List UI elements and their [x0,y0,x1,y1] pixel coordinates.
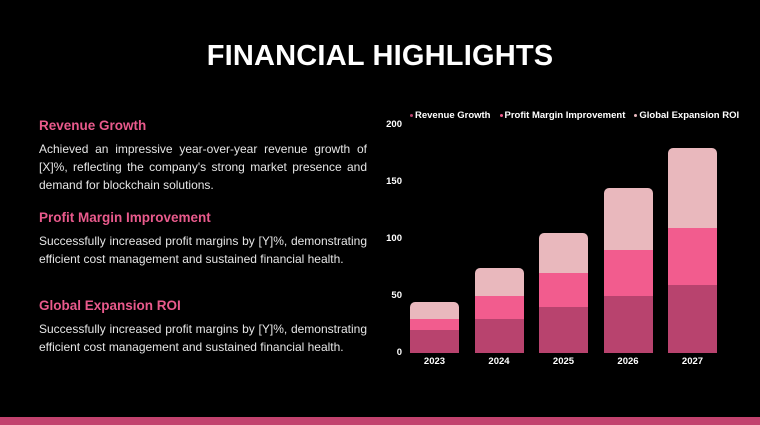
bar-segment [474,296,524,319]
bar-segment [410,301,459,319]
section-heading: Global Expansion ROI [39,298,181,313]
bar-segment [539,233,588,274]
legend-dot-icon [410,114,413,117]
bar-segment [603,187,653,251]
x-axis-tick: 2024 [488,356,510,367]
legend-label: Revenue Growth [415,110,491,121]
section-body: Achieved an impressive year-over-year re… [39,142,367,192]
bar-segment [474,267,524,297]
legend-label: Profit Margin Improvement [504,110,626,121]
bar-segment [539,307,588,353]
bar-segment [603,295,653,353]
bar-segment [410,330,459,353]
x-axis-tick: 2023 [423,356,446,367]
bar-segment [410,318,459,331]
legend-dot-icon [634,114,638,117]
section-body: Successfully increased profit margins by… [39,234,367,266]
bar-segment [603,250,653,296]
x-axis-tick: 2026 [617,356,639,367]
bar-2025 [539,233,588,353]
section-body: Successfully increased profit margins by… [39,322,367,354]
bar-2027 [668,147,717,353]
legend-item: Profit Margin Improvement [499,110,626,121]
bar-segment [668,284,717,353]
section-profit-margin: Profit Margin Improvement Successfully i… [39,210,367,268]
y-axis-tick: 200 [386,119,402,130]
section-revenue-growth: Revenue Growth Achieved an impressive ye… [39,118,367,194]
bar-segment [668,147,717,228]
y-axis-tick: 100 [386,233,402,244]
legend-label: Global Expansion ROI [639,110,740,121]
bar-segment [668,227,717,285]
bar-2023 [410,301,459,353]
section-global-expansion: Global Expansion ROI Successfully increa… [39,298,367,356]
bar-segment [474,318,524,353]
y-axis-tick: 150 [386,176,402,187]
legend-item: Revenue Growth [410,110,491,121]
y-axis-tick: 50 [391,290,402,301]
section-heading: Profit Margin Improvement [39,210,211,225]
x-axis-tick: 2027 [681,356,704,367]
footer-accent-bar [0,417,760,425]
chart-legend: Revenue Growth Profit Margin Improvement G… [410,110,739,121]
page-title: FINANCIAL HIGHLIGHTS [206,40,554,72]
x-axis-tick: 2025 [552,356,575,367]
bar-2024 [474,267,524,353]
section-heading: Revenue Growth [39,118,147,133]
bar-segment [539,273,588,308]
legend-item: Global Expansion ROI [634,110,739,121]
legend-dot-icon [499,114,503,117]
y-axis-tick: 0 [396,347,402,358]
bar-2026 [603,187,653,353]
